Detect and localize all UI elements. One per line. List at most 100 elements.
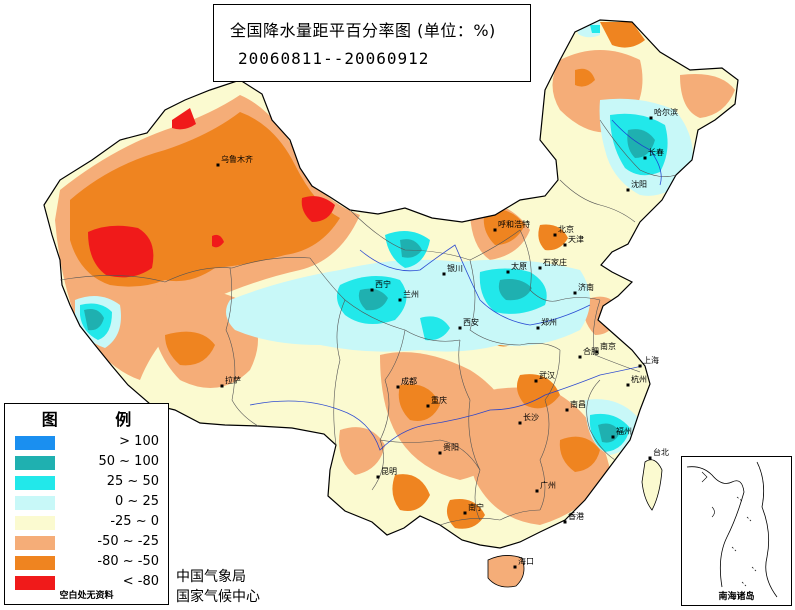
city-label: 杭州 bbox=[631, 374, 647, 384]
city-dot bbox=[536, 326, 540, 330]
city-dot bbox=[438, 451, 442, 455]
city-label: 南京 bbox=[600, 341, 616, 351]
china-border bbox=[43, 19, 739, 549]
legend-swatch bbox=[15, 516, 55, 530]
city-label: 西宁 bbox=[375, 279, 391, 289]
city-dot bbox=[534, 379, 538, 383]
south-china-sea-inset: 南海诸岛 bbox=[681, 456, 792, 606]
city-dot bbox=[538, 266, 542, 270]
inset-map bbox=[686, 461, 778, 598]
city-label: 南宁 bbox=[468, 502, 484, 512]
city-dot bbox=[398, 298, 402, 302]
legend-item: 25 ~ 50 bbox=[13, 474, 165, 491]
legend-heading: 图 例 bbox=[41, 410, 158, 429]
city-dot bbox=[370, 288, 374, 292]
legend-item: > 100 bbox=[13, 434, 165, 451]
city-dot bbox=[535, 489, 539, 493]
city-dot bbox=[426, 404, 430, 408]
legend-swatch bbox=[15, 476, 55, 490]
city-label: 济南 bbox=[578, 282, 594, 292]
city-label: 香港 bbox=[568, 511, 584, 521]
legend-footnote: 空白处无资料 bbox=[59, 591, 114, 601]
credit-center: 国家气候中心 bbox=[176, 589, 260, 605]
city-dot bbox=[442, 272, 446, 276]
map-title-box: 全国降水量距平百分率图 (单位：%) 20060811--20060912 bbox=[213, 4, 531, 82]
city-label: 太原 bbox=[511, 261, 527, 271]
city-dot bbox=[638, 364, 642, 368]
city-label: 哈尔滨 bbox=[654, 107, 678, 117]
inset-label: 南海诸岛 bbox=[718, 592, 755, 602]
city-label: 沈阳 bbox=[631, 179, 647, 189]
city-label: 南昌 bbox=[570, 399, 586, 409]
city-dot bbox=[220, 384, 224, 388]
city-dot bbox=[216, 163, 220, 167]
city-label: 拉萨 bbox=[225, 375, 241, 385]
city-label: 长春 bbox=[648, 147, 664, 157]
city-label: 贵阳 bbox=[443, 442, 459, 452]
city-label: 北京 bbox=[558, 224, 574, 234]
city-label: 合肥 bbox=[583, 346, 599, 356]
legend-item: -50 ~ -25 bbox=[13, 534, 165, 551]
city-dot bbox=[643, 156, 647, 160]
city-label: 石家庄 bbox=[543, 257, 567, 267]
legend-swatch bbox=[15, 456, 55, 470]
city-label: 福州 bbox=[616, 427, 632, 436]
legend-swatch bbox=[15, 556, 55, 570]
city-dot bbox=[565, 408, 569, 412]
legend-swatch bbox=[15, 436, 55, 450]
legend-item: -25 ~ 0 bbox=[13, 514, 165, 531]
city-label: 兰州 bbox=[403, 289, 419, 299]
city-dot bbox=[563, 243, 567, 247]
city-label: 成都 bbox=[401, 376, 417, 386]
city-dot bbox=[458, 326, 462, 330]
city-dot bbox=[518, 421, 522, 425]
city-dot bbox=[493, 228, 497, 232]
city-dot bbox=[396, 385, 400, 389]
province-borders bbox=[59, 119, 677, 526]
city-dot bbox=[506, 270, 510, 274]
city-dot bbox=[649, 116, 653, 120]
legend-swatch bbox=[15, 496, 55, 510]
legend-label: > 100 bbox=[119, 434, 159, 449]
taiwan-island bbox=[641, 459, 663, 511]
city-dot bbox=[376, 475, 380, 479]
city-dot bbox=[553, 233, 557, 237]
city-label: 长沙 bbox=[523, 412, 539, 422]
city-label: 重庆 bbox=[431, 395, 447, 405]
city-label: 呼和浩特 bbox=[498, 219, 530, 229]
city-label: 台北 bbox=[653, 447, 669, 457]
legend-swatch bbox=[15, 536, 55, 550]
city-label: 昆明 bbox=[381, 467, 397, 476]
city-dot bbox=[648, 456, 652, 460]
city-label: 海口 bbox=[518, 556, 534, 566]
legend-item: < -80 bbox=[13, 574, 165, 591]
city-dot bbox=[626, 188, 630, 192]
city-dot bbox=[573, 291, 577, 295]
legend-label: -80 ~ -50 bbox=[97, 554, 159, 569]
legend-label: -50 ~ -25 bbox=[97, 534, 159, 549]
city-dot bbox=[563, 520, 567, 524]
city-label: 广州 bbox=[540, 480, 556, 490]
legend-item: 50 ~ 100 bbox=[13, 454, 165, 471]
legend-item: 0 ~ 25 bbox=[13, 494, 165, 511]
city-label: 西安 bbox=[463, 317, 479, 327]
map-period: 20060811--20060912 bbox=[238, 49, 430, 68]
map-title: 全国降水量距平百分率图 (单位：%) bbox=[230, 21, 496, 40]
legend-label: 25 ~ 50 bbox=[106, 474, 159, 489]
city-label: 上海 bbox=[643, 355, 659, 365]
city-label: 郑州 bbox=[541, 317, 557, 327]
legend-swatch bbox=[15, 576, 55, 590]
rivers bbox=[249, 119, 662, 451]
city-dot bbox=[595, 350, 599, 354]
credit-agency: 中国气象局 bbox=[176, 569, 246, 585]
legend-item: -80 ~ -50 bbox=[13, 554, 165, 571]
legend-box: 图 例 > 100 50 ~ 100 25 ~ 50 0 ~ 25 -25 ~ … bbox=[4, 403, 169, 605]
hainan-island bbox=[487, 555, 525, 588]
city-dot bbox=[578, 355, 582, 359]
legend-label: 50 ~ 100 bbox=[98, 454, 159, 469]
city-label: 武汉 bbox=[539, 370, 555, 380]
city-label: 天津 bbox=[568, 234, 584, 244]
city-dot bbox=[513, 565, 517, 569]
city-dot bbox=[626, 383, 630, 387]
